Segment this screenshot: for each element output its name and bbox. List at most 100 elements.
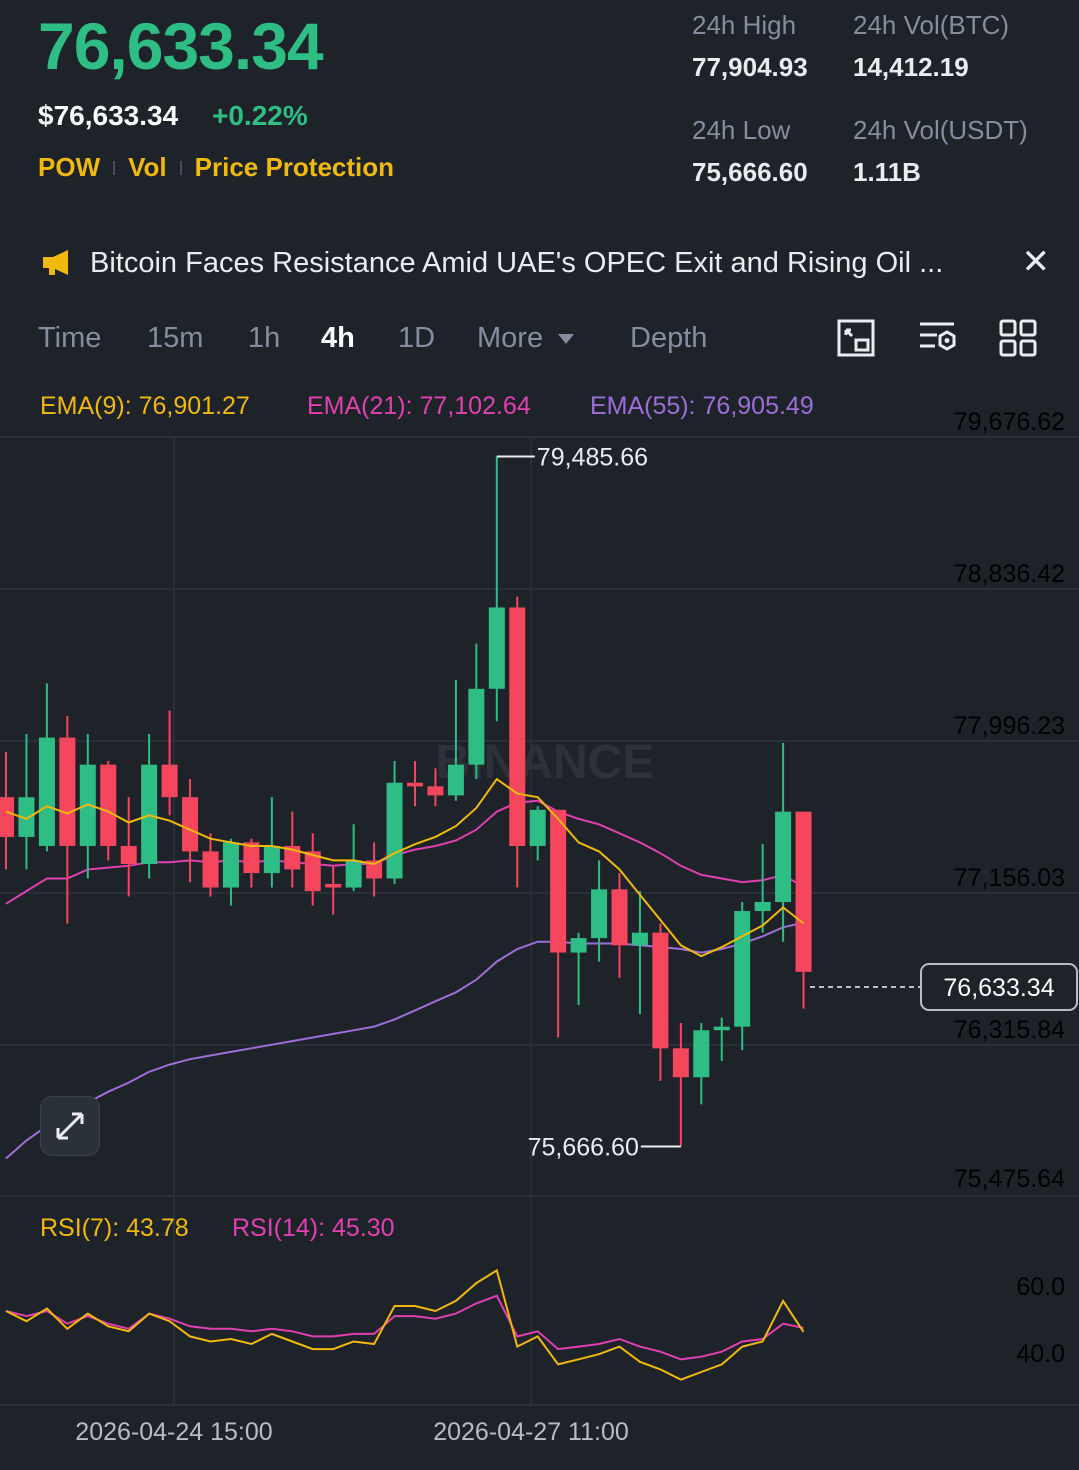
candle-up [488, 607, 505, 689]
ema21-line [5, 799, 805, 905]
price-axis-label: 77,156.03 [954, 864, 1065, 892]
usd-price: $76,633.34 [38, 100, 179, 131]
candle-down [284, 845, 301, 870]
candle-up [38, 737, 55, 846]
candles [0, 456, 812, 1147]
candle-down [100, 764, 117, 846]
candle-up [529, 809, 546, 846]
candle-up [468, 688, 485, 765]
candle-up [734, 911, 751, 1027]
tag-vol[interactable]: Vol [128, 152, 167, 182]
candle-up [447, 764, 464, 796]
ema9-legend: EMA(9): 76,901.27 [40, 392, 250, 420]
candle-down [161, 764, 178, 798]
ema9-line [5, 777, 805, 958]
tab-time[interactable]: Time [38, 322, 102, 354]
close-icon[interactable]: ✕ [1021, 243, 1051, 281]
candle-up [570, 938, 587, 953]
candle-up [713, 1026, 730, 1031]
tag-price-protection[interactable]: Price Protection [194, 152, 395, 182]
candle-up [345, 860, 362, 888]
candle-down [0, 797, 14, 837]
rsi14-legend: RSI(14): 45.30 [232, 1214, 395, 1242]
candle-up [222, 842, 239, 888]
stat-24h-high-value: 77,904.93 [692, 52, 808, 82]
stat-24h-vol-btc-value: 14,412.19 [853, 52, 969, 82]
tab-depth[interactable]: Depth [630, 322, 708, 354]
grid-layout-icon[interactable] [998, 318, 1038, 358]
tag-row: POW Vol Price Protection [38, 152, 394, 183]
tab-more-label: More [477, 322, 544, 354]
stat-24h-vol-btc-label: 24h Vol(BTC) [853, 10, 1010, 40]
ema55-line [5, 921, 804, 1160]
ema9-polyline [5, 777, 805, 958]
time-axis-label: 2026-04-27 11:00 [433, 1418, 629, 1446]
candle-down [202, 851, 219, 888]
candle-up [754, 901, 771, 912]
candle-down [59, 737, 76, 846]
high-marker-label: 79,485.66 [537, 444, 648, 472]
stat-24h-low-label: 24h Low [692, 115, 791, 145]
price-change-percent: +0.22% [212, 100, 308, 131]
candle-down [366, 860, 383, 879]
price-axis-label: 77,996.23 [954, 712, 1065, 740]
candle-down [325, 883, 342, 888]
tab-1d[interactable]: 1D [398, 322, 436, 354]
indicator-settings-icon[interactable] [917, 318, 957, 358]
high-low-markers: 79,485.66 75,666.60 [496, 444, 681, 1161]
ema21-polyline [5, 799, 805, 905]
tag-pow[interactable]: POW [38, 152, 101, 182]
time-axis-label: 2026-04-24 15:00 [75, 1418, 272, 1446]
candle-up [775, 811, 792, 902]
candle-down [243, 842, 260, 874]
stat-24h-high-label: 24h High [692, 10, 797, 40]
tab-4h[interactable]: 4h [321, 322, 355, 354]
candle-up [263, 845, 280, 874]
candle-down [407, 782, 423, 787]
price-axis-label: 75,475.64 [954, 1165, 1065, 1193]
candle-down [182, 797, 199, 852]
news-banner[interactable]: Bitcoin Faces Resistance Amid UAE's OPEC… [40, 240, 1050, 286]
candle-up [693, 1030, 710, 1078]
current-price-box [920, 963, 1078, 1011]
tab-1h[interactable]: 1h [248, 322, 281, 354]
last-price: 76,633.34 [38, 9, 324, 83]
tab-more[interactable]: More [477, 322, 575, 355]
candle-up [386, 782, 403, 879]
ema55-legend: EMA(55): 76,905.49 [590, 392, 814, 420]
price-axis-label: 78,836.42 [954, 560, 1065, 588]
tag-divider [179, 160, 182, 175]
stat-24h-vol-usdt-value: 1.11B [853, 157, 921, 187]
rsi7-polyline [5, 1268, 805, 1381]
candle-down [304, 851, 321, 892]
candle-down [795, 811, 812, 972]
rsi-axis-label: 40.0 [1016, 1340, 1065, 1368]
stat-24h-low-value: 75,666.60 [692, 157, 808, 187]
rsi-axis-label: 60.0 [1016, 1273, 1065, 1301]
news-headline[interactable]: Bitcoin Faces Resistance Amid UAE's OPEC… [90, 246, 944, 279]
candle-down [672, 1048, 689, 1078]
caret-down-icon [558, 334, 575, 345]
ema21-legend: EMA(21): 77,102.64 [307, 392, 531, 420]
candle-down [550, 809, 567, 953]
candle-up [18, 797, 35, 837]
fullscreen-button[interactable] [40, 1096, 100, 1156]
megaphone-icon [43, 250, 68, 275]
rsi-lines [5, 1268, 805, 1381]
tab-15m[interactable]: 15m [147, 322, 204, 354]
candle-down [120, 845, 137, 865]
current-price-label: 76,633.34 [943, 974, 1054, 1002]
price-axis-label: 79,676.62 [954, 408, 1065, 436]
price-axis-label: 76,315.84 [954, 1016, 1065, 1044]
candle-up [631, 932, 648, 946]
stat-24h-vol-usdt-label: 24h Vol(USDT) [853, 115, 1028, 145]
candle-up [591, 889, 608, 939]
chart-settings-icon[interactable] [836, 318, 876, 358]
low-marker-label: 75,666.60 [528, 1133, 639, 1161]
candle-down [652, 932, 669, 1049]
candle-down [509, 607, 526, 846]
rsi7-legend: RSI(7): 43.78 [40, 1214, 189, 1242]
candle-down [427, 786, 444, 796]
candle-down [611, 889, 628, 946]
